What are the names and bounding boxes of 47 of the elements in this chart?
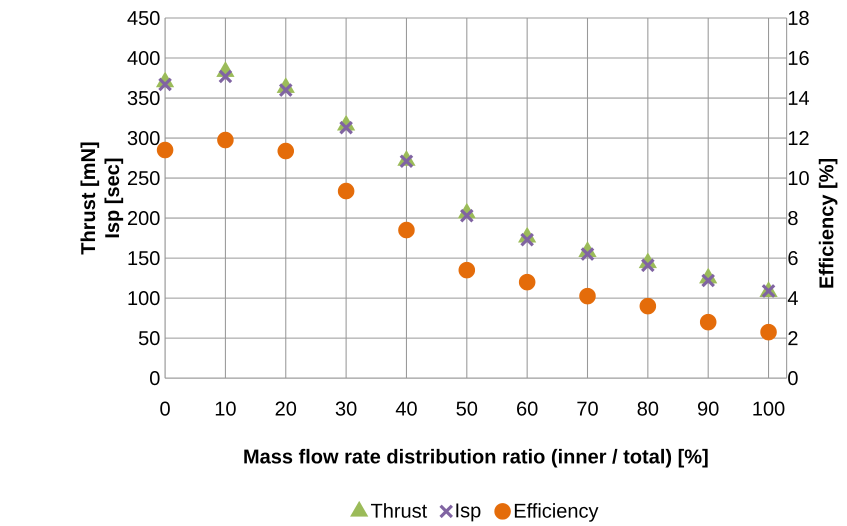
x-axis-title: Mass flow rate distribution ratio (inner / total) [%] — [244, 449, 708, 468]
x-tick-label: 30 — [336, 402, 356, 416]
x-tick-label: 50 — [456, 402, 478, 416]
y2-tick-label: 4 — [788, 291, 798, 306]
y2-tick-label: 18 — [788, 11, 809, 26]
point — [338, 183, 354, 200]
y2-tick-label: 12 — [788, 131, 809, 146]
y2-tick-label: 14 — [788, 91, 810, 106]
y-tick-label: 250 — [128, 171, 160, 186]
point — [579, 288, 596, 305]
y2-tick-label: 16 — [788, 51, 809, 66]
legend-label: Efficiency — [514, 503, 598, 522]
point — [277, 143, 294, 160]
point — [518, 274, 536, 291]
y-tick-label: 50 — [138, 331, 160, 346]
y-tick-label: 200 — [128, 211, 160, 226]
y-tick-label: 450 — [127, 11, 160, 26]
point — [458, 262, 476, 279]
x-tick-label: 0 — [160, 402, 170, 416]
x-tick-label: 60 — [517, 402, 538, 416]
x-tick-label: 20 — [276, 402, 296, 416]
y-tick-label: 350 — [128, 91, 160, 106]
point — [217, 132, 234, 149]
y2-axis-title: Efficiency [%] — [818, 159, 838, 288]
y-tick-label: 0 — [150, 371, 160, 386]
y-tick-label: 100 — [128, 291, 160, 306]
y2-tick-label: 6 — [788, 251, 798, 266]
y-tick-label: 300 — [128, 131, 160, 146]
y-tick-label: 400 — [127, 51, 160, 66]
y2-tick-label: 8 — [788, 211, 798, 226]
point — [640, 298, 656, 315]
point — [700, 314, 716, 331]
x-tick-label: 90 — [698, 402, 719, 416]
point — [760, 324, 777, 341]
x-tick-label: 100 — [753, 402, 784, 416]
y2-tick-label: 2 — [788, 331, 798, 346]
x-tick-label: 80 — [638, 402, 658, 416]
point — [398, 222, 415, 239]
legend-label: Isp — [456, 504, 480, 522]
x-tick-label: 40 — [396, 402, 417, 416]
y-axis-title: Thrust [mN] Isp [sec] — [80, 142, 124, 255]
x-tick-label: 10 — [216, 402, 236, 416]
legend-label: Thrust — [370, 503, 428, 518]
y-tick-label: 150 — [128, 251, 160, 266]
y2-tick-label: 0 — [788, 371, 798, 386]
x-tick-label: 70 — [577, 402, 598, 416]
y2-tick-label: 10 — [788, 171, 809, 186]
